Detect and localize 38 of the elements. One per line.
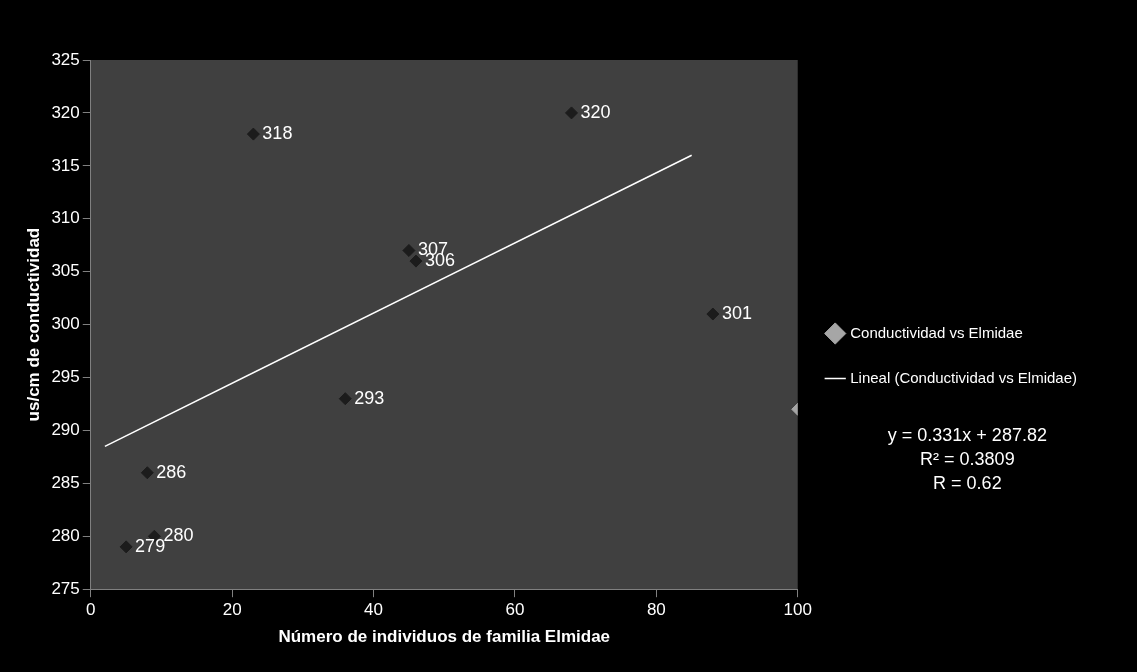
y-tick-label: 285 [51, 473, 80, 493]
y-axis-title: us/cm de conductividad [23, 227, 43, 422]
data-label: 279 [135, 535, 166, 556]
y-tick-label: 300 [51, 314, 80, 334]
point [706, 307, 720, 321]
data-label: 286 [156, 461, 187, 482]
point [140, 466, 154, 480]
y-tick-label: 275 [51, 578, 80, 598]
point [338, 392, 352, 406]
text: y = 0.331x + 287.82 [887, 424, 1047, 445]
text: R = 0.62 [933, 472, 1002, 493]
y-tick-label: 320 [51, 102, 80, 122]
y-tick-label: 315 [51, 155, 80, 175]
point [402, 244, 416, 258]
y-tick-label: 290 [51, 420, 80, 440]
x-axis-title: Número de individuos de familia Elmidae [278, 627, 611, 647]
y-tick-label: 280 [51, 525, 80, 545]
y-tick-label: 325 [51, 49, 80, 69]
point [246, 127, 260, 141]
x-tick-label: 80 [646, 600, 666, 620]
y-tick-label: 295 [51, 367, 80, 387]
y-tick-label: 305 [51, 261, 80, 281]
x-tick-label: 20 [222, 600, 242, 620]
x-tick-label: 0 [86, 600, 96, 620]
legend-label: Conductividad vs Elmidae [850, 323, 1023, 341]
point [409, 254, 423, 268]
data-label: 320 [580, 101, 611, 122]
y-tick-label: 310 [51, 208, 80, 228]
x-tick-label: 40 [364, 600, 384, 620]
x-tick-label: 60 [505, 600, 525, 620]
point [564, 106, 578, 120]
legend-label: Lineal (Conductividad vs Elmidae) [850, 368, 1077, 386]
text: R² = 0.3809 [920, 448, 1015, 469]
point [119, 540, 133, 554]
data-label: 293 [354, 387, 385, 408]
data-label: 301 [721, 302, 752, 323]
x-tick-label: 100 [783, 600, 812, 620]
data-label: 318 [262, 123, 293, 144]
